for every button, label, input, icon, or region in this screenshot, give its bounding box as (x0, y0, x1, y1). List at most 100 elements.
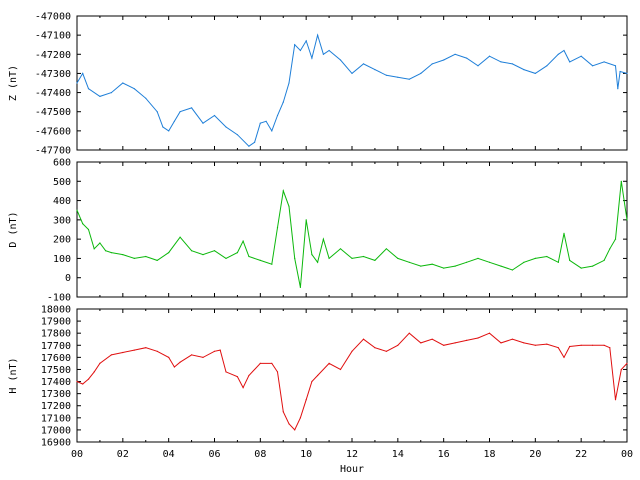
data-point (563, 49, 565, 52)
data-point (276, 371, 279, 373)
y-tick-label: 17600 (41, 353, 71, 364)
x-tick-label: 10 (300, 449, 312, 460)
data-point (179, 361, 181, 363)
y-tick-label: -47600 (35, 126, 71, 137)
data-point (225, 126, 227, 128)
data-point (202, 122, 204, 124)
data-point (374, 259, 376, 261)
data-point (311, 57, 313, 59)
y-tick-label: 0 (65, 273, 71, 284)
data-point (443, 267, 445, 269)
data-point (76, 82, 78, 84)
data-point (225, 257, 227, 259)
data-point (99, 95, 101, 97)
y-tick-label: 17400 (41, 377, 71, 388)
data-point (620, 180, 622, 182)
y-tick-label: 17100 (41, 413, 71, 424)
data-point (339, 368, 342, 371)
data-point (282, 411, 284, 413)
data-point (569, 61, 571, 63)
data-point (609, 248, 611, 250)
data-point (420, 72, 422, 74)
data-point (236, 376, 238, 378)
data-point (276, 114, 279, 117)
data-point (317, 261, 319, 263)
data-point (322, 238, 324, 240)
data-point (242, 240, 244, 242)
data-point (213, 350, 216, 352)
data-point (271, 130, 273, 132)
data-point (580, 267, 582, 269)
data-point (500, 61, 502, 63)
data-point (93, 248, 95, 250)
y-tick-label: -47500 (35, 107, 71, 118)
data-point (299, 417, 301, 419)
data-point (311, 380, 313, 383)
y-tick-label: 16900 (41, 438, 71, 449)
x-tick-label: 04 (163, 449, 175, 460)
data-point (328, 362, 330, 364)
series-line-1 (76, 33, 628, 147)
y-tick-label: 500 (53, 177, 71, 188)
plot-frame-3 (76, 308, 628, 443)
data-point (500, 342, 502, 344)
data-point (385, 248, 387, 250)
data-point (122, 351, 124, 354)
data-point (523, 342, 525, 344)
y-tick-label: 17300 (41, 389, 71, 400)
data-point (454, 53, 456, 55)
data-point (179, 236, 181, 238)
data-point (626, 362, 628, 364)
data-point (563, 356, 565, 358)
data-point (626, 219, 628, 221)
data-point (431, 338, 433, 340)
data-point (477, 65, 479, 67)
data-point (219, 349, 221, 351)
data-point (236, 252, 238, 254)
data-point (339, 248, 342, 250)
data-point (488, 332, 491, 334)
data-point (168, 130, 170, 132)
data-point (466, 57, 468, 59)
data-point (133, 257, 135, 259)
data-point (265, 120, 267, 122)
data-point (213, 250, 216, 252)
data-point (511, 63, 513, 65)
data-point (282, 190, 284, 192)
y-axis-title: Z (nT) (8, 65, 19, 101)
data-point (276, 227, 279, 229)
data-point (282, 101, 284, 103)
data-point (202, 254, 204, 256)
data-point (488, 261, 491, 263)
data-point (466, 339, 468, 341)
data-point (477, 257, 479, 259)
data-point (557, 261, 559, 263)
data-point (328, 257, 330, 259)
y-tick-label: 200 (53, 235, 71, 246)
x-tick-label: 14 (392, 449, 404, 460)
data-point (299, 49, 301, 52)
data-point (248, 255, 250, 258)
data-point (523, 261, 525, 263)
data-point (351, 257, 353, 259)
data-point (259, 259, 261, 261)
data-point (76, 209, 78, 211)
data-point (82, 72, 84, 74)
data-point (431, 263, 433, 265)
data-point (191, 250, 193, 252)
x-axis-title: Hour (340, 464, 364, 475)
data-point (299, 286, 301, 288)
y-tick-label: 600 (53, 158, 71, 169)
data-point (523, 69, 525, 71)
data-point (592, 65, 594, 67)
y-tick-label: 18000 (41, 305, 71, 316)
data-point (614, 238, 617, 240)
data-point (546, 65, 548, 67)
series-line-2 (76, 181, 628, 288)
series-line-3 (76, 332, 628, 431)
data-point (362, 63, 365, 65)
data-point (534, 257, 536, 259)
data-point (443, 59, 445, 61)
data-point (609, 347, 611, 349)
